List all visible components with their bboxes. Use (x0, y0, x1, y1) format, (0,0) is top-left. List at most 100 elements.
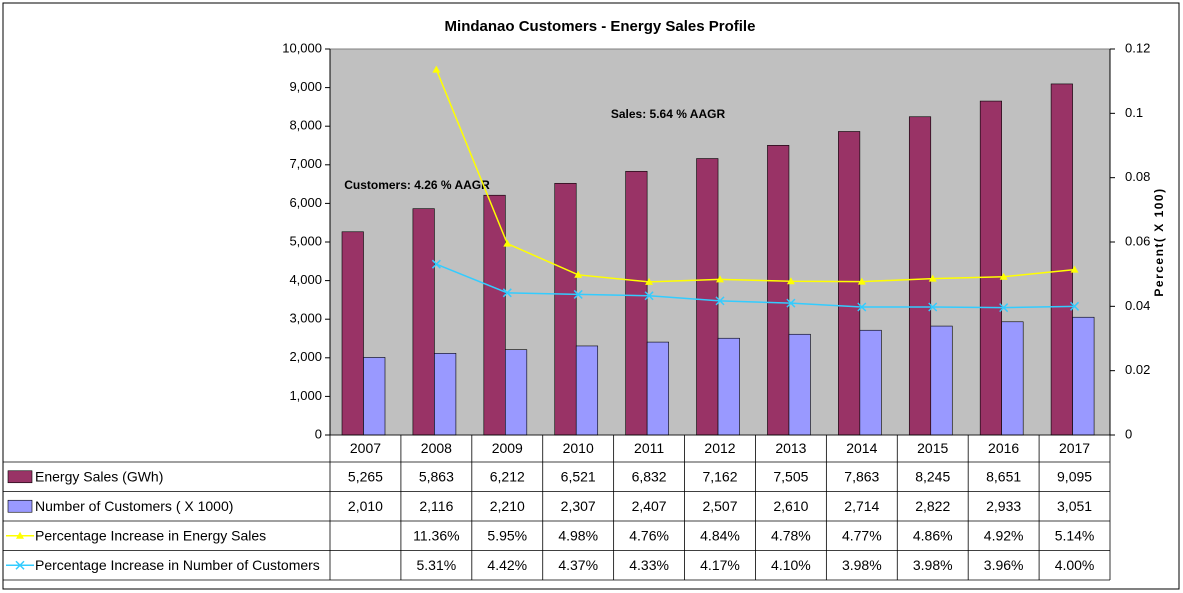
data-label: 5.95% (487, 527, 527, 543)
data-label: 5.31% (417, 557, 457, 573)
y-tick-label: 9,000 (289, 79, 322, 94)
y2-tick-label: 0 (1125, 426, 1132, 441)
data-label: 2,407 (632, 498, 667, 514)
data-label: 5,265 (348, 468, 383, 484)
line (435, 69, 1075, 283)
y-tick-label: 1,000 (289, 388, 322, 403)
data-label: 2,933 (986, 498, 1021, 514)
data-label: 4.42% (487, 557, 527, 573)
data-label: 4.00% (1055, 557, 1095, 573)
marker (716, 275, 724, 283)
data-label: 4.33% (629, 557, 669, 573)
x-tick-label: 2017 (1059, 440, 1090, 456)
x-tick-label: 2009 (492, 440, 523, 456)
marker (999, 272, 1008, 280)
annotation: Customers: 4.26 % AAGR (344, 178, 490, 192)
marker (503, 239, 512, 247)
bar (1050, 83, 1073, 436)
data-label: 2,116 (419, 498, 453, 514)
legend-label: Percentage Increase in Number of Custome… (35, 557, 320, 573)
data-label: 2,714 (844, 498, 879, 514)
bar (646, 341, 669, 436)
data-label: 4.78% (771, 527, 811, 543)
bar (554, 182, 577, 436)
data-label: 4.86% (913, 527, 953, 543)
marker (1070, 301, 1080, 311)
data-label: 4.84% (700, 527, 740, 543)
data-label: 3.96% (984, 557, 1024, 573)
marker (502, 288, 512, 298)
x-tick-label: 2014 (846, 440, 877, 456)
legend-key (7, 499, 33, 513)
bar (838, 131, 861, 436)
marker (645, 277, 654, 285)
marker (715, 296, 725, 306)
data-label: 5,863 (419, 468, 454, 484)
x-tick-label: 2016 (988, 440, 1019, 456)
chart-title: Mindanao Customers - Energy Sales Profil… (445, 18, 756, 35)
marker (432, 65, 441, 73)
marker (857, 277, 866, 285)
y-tick-label: 2,000 (289, 349, 322, 364)
annotation: Sales: 5.64 % AAGR (611, 107, 726, 121)
data-label: 5.14% (1055, 527, 1095, 543)
data-label: 6,212 (490, 468, 525, 484)
bar (696, 158, 719, 436)
bar (1001, 321, 1024, 436)
data-label: 2,822 (915, 498, 950, 514)
x-tick-label: 2007 (350, 440, 381, 456)
data-label: 8,651 (986, 468, 1021, 484)
bar (434, 353, 457, 436)
marker (786, 298, 796, 308)
data-label: 11.36% (413, 527, 459, 543)
y2-tick-label: 0.12 (1125, 40, 1150, 55)
bar (412, 208, 435, 436)
marker (431, 259, 441, 269)
marker (15, 560, 25, 570)
marker (573, 289, 583, 299)
y-tick-label: 7,000 (289, 156, 322, 171)
data-label: 6,521 (561, 468, 596, 484)
x-tick-label: 2013 (775, 440, 806, 456)
y2-tick-label: 0.1 (1125, 105, 1143, 120)
data-label: 7,505 (773, 468, 808, 484)
marker (16, 531, 24, 539)
y-tick-label: 8,000 (289, 118, 322, 133)
marker (1070, 265, 1079, 273)
marker (786, 277, 795, 285)
data-label: 4.10% (771, 557, 811, 573)
data-label: 8,245 (915, 468, 950, 484)
data-label: 7,162 (702, 468, 737, 484)
legend-key (7, 470, 33, 484)
line (436, 263, 1075, 309)
bar (930, 325, 953, 436)
bar (575, 345, 599, 436)
y2-axis-label: Percent( X 100) (1152, 187, 1166, 296)
y-tick-label: 4,000 (289, 272, 322, 287)
bar (717, 337, 740, 436)
bar (767, 145, 790, 436)
bar (505, 349, 528, 436)
data-label: 3.98% (913, 557, 953, 573)
marker (999, 303, 1009, 313)
data-label: 2,610 (773, 498, 808, 514)
data-label: 4.37% (558, 557, 598, 573)
marker (644, 291, 654, 301)
legend-label: Number of Customers ( X 1000) (35, 498, 233, 514)
bar (1072, 316, 1095, 436)
data-label: 2,307 (561, 498, 596, 514)
y-tick-label: 10,000 (282, 40, 322, 55)
marker (857, 302, 867, 312)
bar (979, 100, 1002, 436)
bar (363, 357, 386, 436)
data-label: 2,507 (702, 498, 737, 514)
data-label: 3,051 (1057, 498, 1092, 514)
x-tick-label: 2010 (563, 440, 594, 456)
data-label: 7,863 (844, 468, 879, 484)
bar (859, 329, 882, 436)
x-tick-label: 2008 (421, 440, 452, 456)
y-tick-label: 3,000 (289, 311, 322, 326)
data-label: 9,095 (1057, 468, 1092, 484)
legend-label: Energy Sales (GWh) (35, 468, 163, 484)
